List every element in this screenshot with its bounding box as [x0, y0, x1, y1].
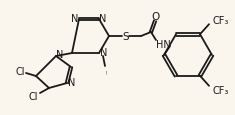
- Text: N: N: [68, 77, 76, 87]
- Text: O: O: [152, 12, 160, 22]
- Text: N: N: [100, 48, 108, 58]
- Text: CF₃: CF₃: [213, 16, 229, 26]
- Text: |: |: [105, 69, 107, 73]
- Text: N: N: [56, 50, 64, 59]
- Text: CF₃: CF₃: [213, 85, 229, 95]
- Text: N: N: [99, 14, 107, 24]
- Text: HN: HN: [156, 40, 170, 50]
- Text: N: N: [71, 14, 79, 24]
- Text: Cl: Cl: [15, 66, 25, 76]
- Text: Cl: Cl: [28, 91, 38, 101]
- Text: S: S: [123, 31, 129, 41]
